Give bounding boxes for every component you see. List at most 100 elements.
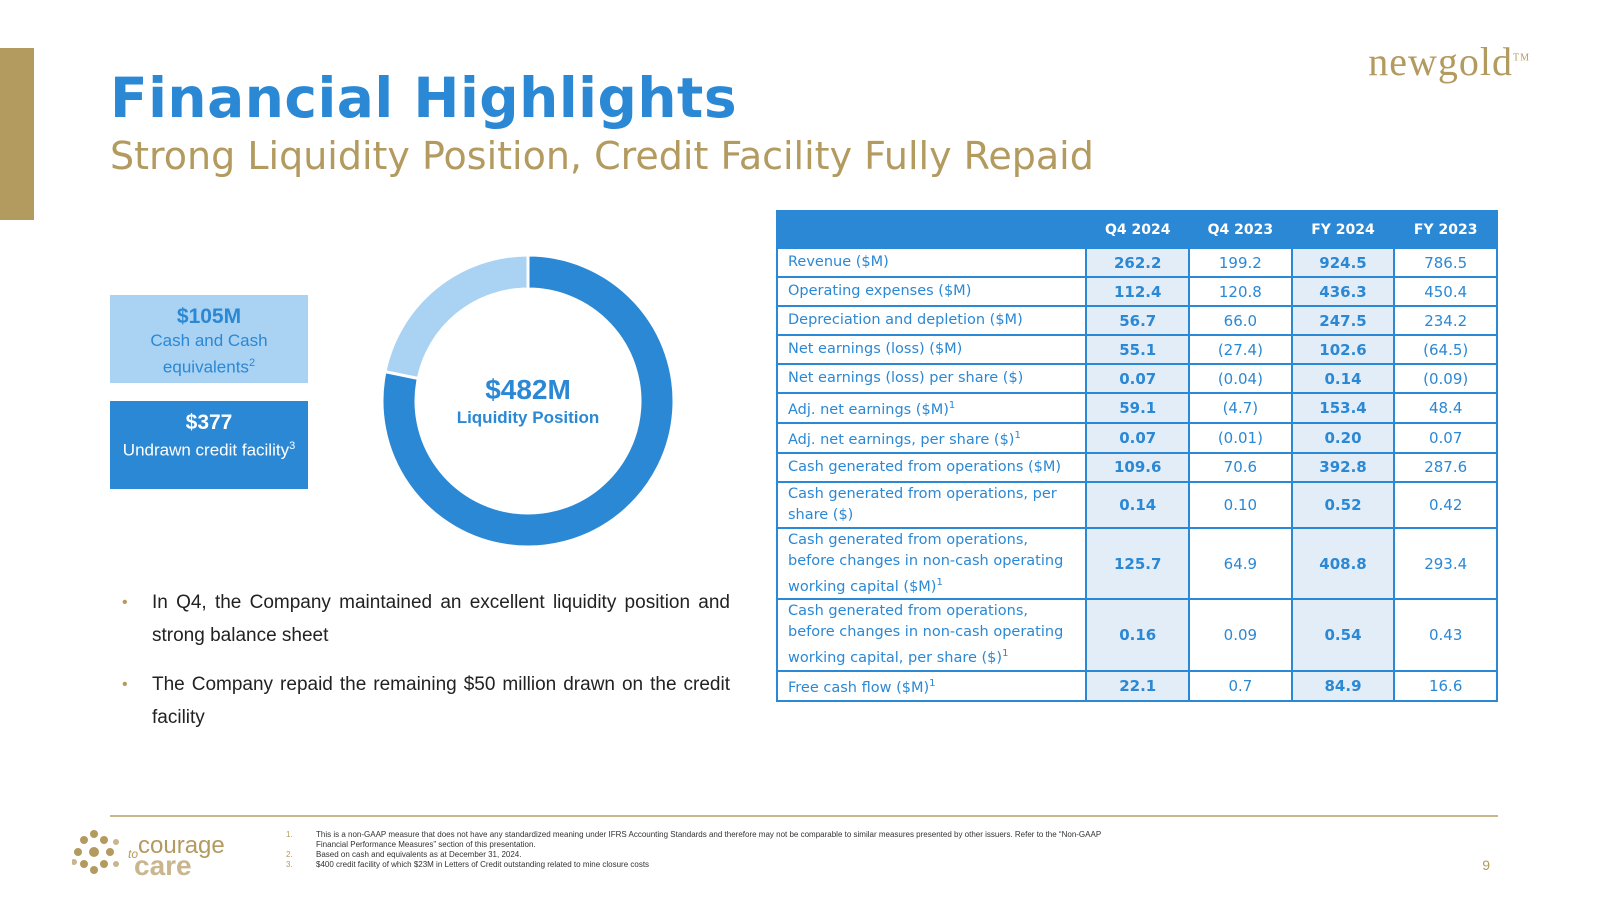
- table-cell: 293.4: [1393, 526, 1498, 601]
- bullet-dot-icon: •: [122, 594, 128, 611]
- liquidity-donut-chart: [380, 253, 676, 549]
- row-label: Cash generated from operations, before c…: [775, 598, 1088, 673]
- table-cell: 0.10: [1188, 480, 1293, 529]
- footnote: 1. This is a non-GAAP measure that does n…: [286, 830, 1102, 849]
- table-cell: 234.2: [1393, 305, 1498, 336]
- table-cell: 70.6: [1188, 451, 1293, 483]
- row-label: Revenue ($M): [775, 247, 1088, 278]
- table-cell: 120.8: [1188, 276, 1293, 307]
- row-label: Adj. net earnings ($M)1: [775, 392, 1088, 424]
- table-cell: (64.5): [1393, 334, 1498, 365]
- row-label: Cash generated from operations, per shar…: [775, 480, 1088, 529]
- table-cell: 0.07: [1085, 363, 1191, 394]
- table-row: Net earnings (loss) per share ($) 0.07 (0.…: [775, 363, 1498, 394]
- table-cell: 436.3: [1290, 276, 1396, 307]
- table-row: Cash generated from operations, before c…: [775, 598, 1498, 673]
- table-row: Depreciation and depletion ($M) 56.7 66.0 2…: [775, 305, 1498, 336]
- table-row: Adj. net earnings, per share ($)1 0.07 (0.…: [775, 421, 1498, 454]
- page-number: 9: [1482, 857, 1490, 873]
- table-cell: 153.4: [1290, 392, 1396, 424]
- care-logo-to: to: [128, 847, 139, 861]
- row-label: Free cash flow ($M)1: [775, 670, 1088, 703]
- table-cell: 0.43: [1393, 598, 1498, 673]
- table-cell: 59.1: [1085, 392, 1191, 424]
- table-cell: 0.52: [1290, 480, 1396, 529]
- table-cell: 22.1: [1085, 670, 1191, 703]
- table-cell: (0.04): [1188, 363, 1293, 394]
- table-cell: 0.42: [1393, 480, 1498, 529]
- table-cell: 66.0: [1188, 305, 1293, 336]
- table-row: Cash generated from operations, before c…: [775, 526, 1498, 601]
- row-label: Adj. net earnings, per share ($)1: [775, 421, 1088, 454]
- donut-center: $482M Liquidity Position: [378, 251, 678, 551]
- table-cell: 408.8: [1290, 526, 1396, 601]
- table-header-cell: Q4 2024: [1085, 210, 1191, 249]
- table-row: Cash generated from operations ($M) 109.6…: [775, 451, 1498, 483]
- cash-label: Cash and Cash equivalents2: [150, 331, 268, 377]
- table-cell: 56.7: [1085, 305, 1191, 336]
- credit-label: Undrawn credit facility3: [122, 440, 296, 460]
- table-header-cell: FY 2023: [1393, 210, 1498, 249]
- financial-table: Q4 2024 Q4 2023 FY 2024 FY 2023 Revenue …: [775, 210, 1498, 703]
- table-cell: 0.14: [1290, 363, 1396, 394]
- table-header-cell: [775, 210, 1088, 249]
- table-cell: 0.16: [1085, 598, 1191, 673]
- table-cell: (4.7): [1188, 392, 1293, 424]
- row-label: Net earnings (loss) per share ($): [775, 363, 1088, 394]
- bullet-list: • In Q4, the Company maintained an excell…: [118, 586, 730, 750]
- table-body: Revenue ($M) 262.2 199.2 924.5 786.5 Operatin…: [775, 247, 1498, 703]
- newgold-logo: newgoldTM: [1368, 39, 1530, 84]
- table-cell: 247.5: [1290, 305, 1396, 336]
- table-cell: 125.7: [1085, 526, 1191, 601]
- table-cell: 450.4: [1393, 276, 1498, 307]
- table-cell: 16.6: [1393, 670, 1498, 703]
- table-cell: 112.4: [1085, 276, 1191, 307]
- bullet-dot-icon: •: [122, 676, 128, 693]
- liquidity-total: $482M: [485, 374, 571, 405]
- table-cell: 924.5: [1290, 247, 1396, 278]
- credit-amount: $377: [185, 411, 233, 434]
- table-header-row: Q4 2024 Q4 2023 FY 2024 FY 2023: [775, 210, 1498, 249]
- table-row: Revenue ($M) 262.2 199.2 924.5 786.5: [775, 247, 1498, 278]
- row-label: Operating expenses ($M): [775, 276, 1088, 307]
- table-cell: 64.9: [1188, 526, 1293, 601]
- row-label: Net earnings (loss) ($M): [775, 334, 1088, 365]
- cash-box: $105M Cash and Cash equivalents2: [110, 295, 308, 383]
- table-row: Net earnings (loss) ($M) 55.1 (27.4) 102.6(…: [775, 334, 1498, 365]
- table-cell: (27.4): [1188, 334, 1293, 365]
- table-cell: 0.7: [1188, 670, 1293, 703]
- cash-amount: $105M: [176, 305, 242, 328]
- footer-rule: [110, 815, 1498, 817]
- table-cell: 392.8: [1290, 451, 1396, 483]
- table-cell: (0.09): [1393, 363, 1498, 394]
- table-header-cell: Q4 2023: [1188, 210, 1293, 249]
- credit-box: $377 Undrawn credit facility3: [110, 401, 308, 489]
- table-cell: (0.01): [1188, 421, 1293, 454]
- care-logo-care: care: [134, 850, 192, 881]
- footnote: 2. Based on cash and equivalents as at De…: [286, 850, 522, 859]
- table-row: Cash generated from operations, per shar…: [775, 480, 1498, 529]
- table-cell: 0.54: [1290, 598, 1396, 673]
- table-header-cell: FY 2024: [1290, 210, 1396, 249]
- courage-care-logo-icon: [72, 830, 119, 874]
- table-cell: 0.14: [1085, 480, 1191, 529]
- table-cell: 786.5: [1393, 247, 1498, 278]
- table-cell: 109.6: [1085, 451, 1191, 483]
- bullet-item: • The Company repaid the remaining $50 mi…: [118, 668, 730, 734]
- table-cell: 0.09: [1188, 598, 1293, 673]
- table-cell: 55.1: [1085, 334, 1191, 365]
- table-cell: 287.6: [1393, 451, 1498, 483]
- table-cell: 48.4: [1393, 392, 1498, 424]
- bullet-item: • In Q4, the Company maintained an excell…: [118, 586, 730, 652]
- table-row: Free cash flow ($M)1 22.1 0.7 84.9 16.6: [775, 670, 1498, 703]
- footnote: 3. $400 credit facility of which $23M in …: [286, 860, 650, 869]
- page-subtitle: Strong Liquidity Position, Credit Facili…: [110, 134, 1094, 178]
- table-cell: 0.07: [1085, 421, 1191, 454]
- table-cell: 102.6: [1290, 334, 1396, 365]
- row-label: Depreciation and depletion ($M): [775, 305, 1088, 336]
- table-cell: 0.07: [1393, 421, 1498, 454]
- table-row: Adj. net earnings ($M)1 59.1 (4.7) 153.4 48.…: [775, 392, 1498, 424]
- footnotes: 1. This is a non-GAAP measure that does n…: [286, 830, 1126, 870]
- accent-bar: [0, 48, 34, 220]
- page-title: Financial Highlights: [110, 66, 738, 130]
